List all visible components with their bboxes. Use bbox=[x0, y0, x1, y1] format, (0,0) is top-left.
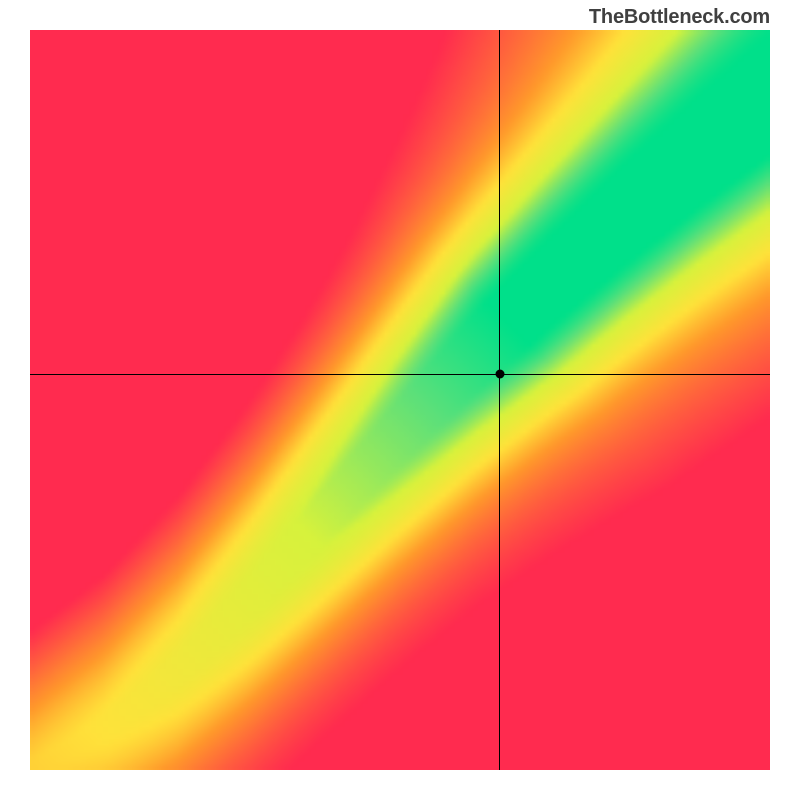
heatmap-canvas bbox=[30, 30, 770, 770]
crosshair-horizontal bbox=[30, 374, 770, 375]
watermark: TheBottleneck.com bbox=[589, 6, 770, 29]
crosshair-marker bbox=[495, 370, 504, 379]
heatmap-plot bbox=[30, 30, 770, 770]
crosshair-vertical bbox=[499, 30, 500, 770]
